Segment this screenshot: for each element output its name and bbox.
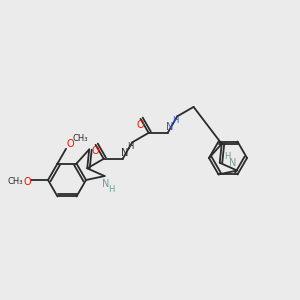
- Text: O: O: [137, 120, 144, 130]
- Text: H: H: [224, 152, 230, 161]
- Text: N: N: [102, 179, 109, 189]
- Text: N: N: [230, 158, 237, 167]
- Text: O: O: [66, 139, 74, 149]
- Text: H: H: [128, 142, 134, 151]
- Text: N: N: [166, 122, 173, 132]
- Text: O: O: [92, 146, 99, 156]
- Text: N: N: [121, 148, 128, 158]
- Text: H: H: [172, 116, 179, 125]
- Text: CH₃: CH₃: [7, 178, 23, 187]
- Text: CH₃: CH₃: [72, 134, 88, 143]
- Text: O: O: [23, 177, 31, 187]
- Text: H: H: [108, 184, 115, 194]
